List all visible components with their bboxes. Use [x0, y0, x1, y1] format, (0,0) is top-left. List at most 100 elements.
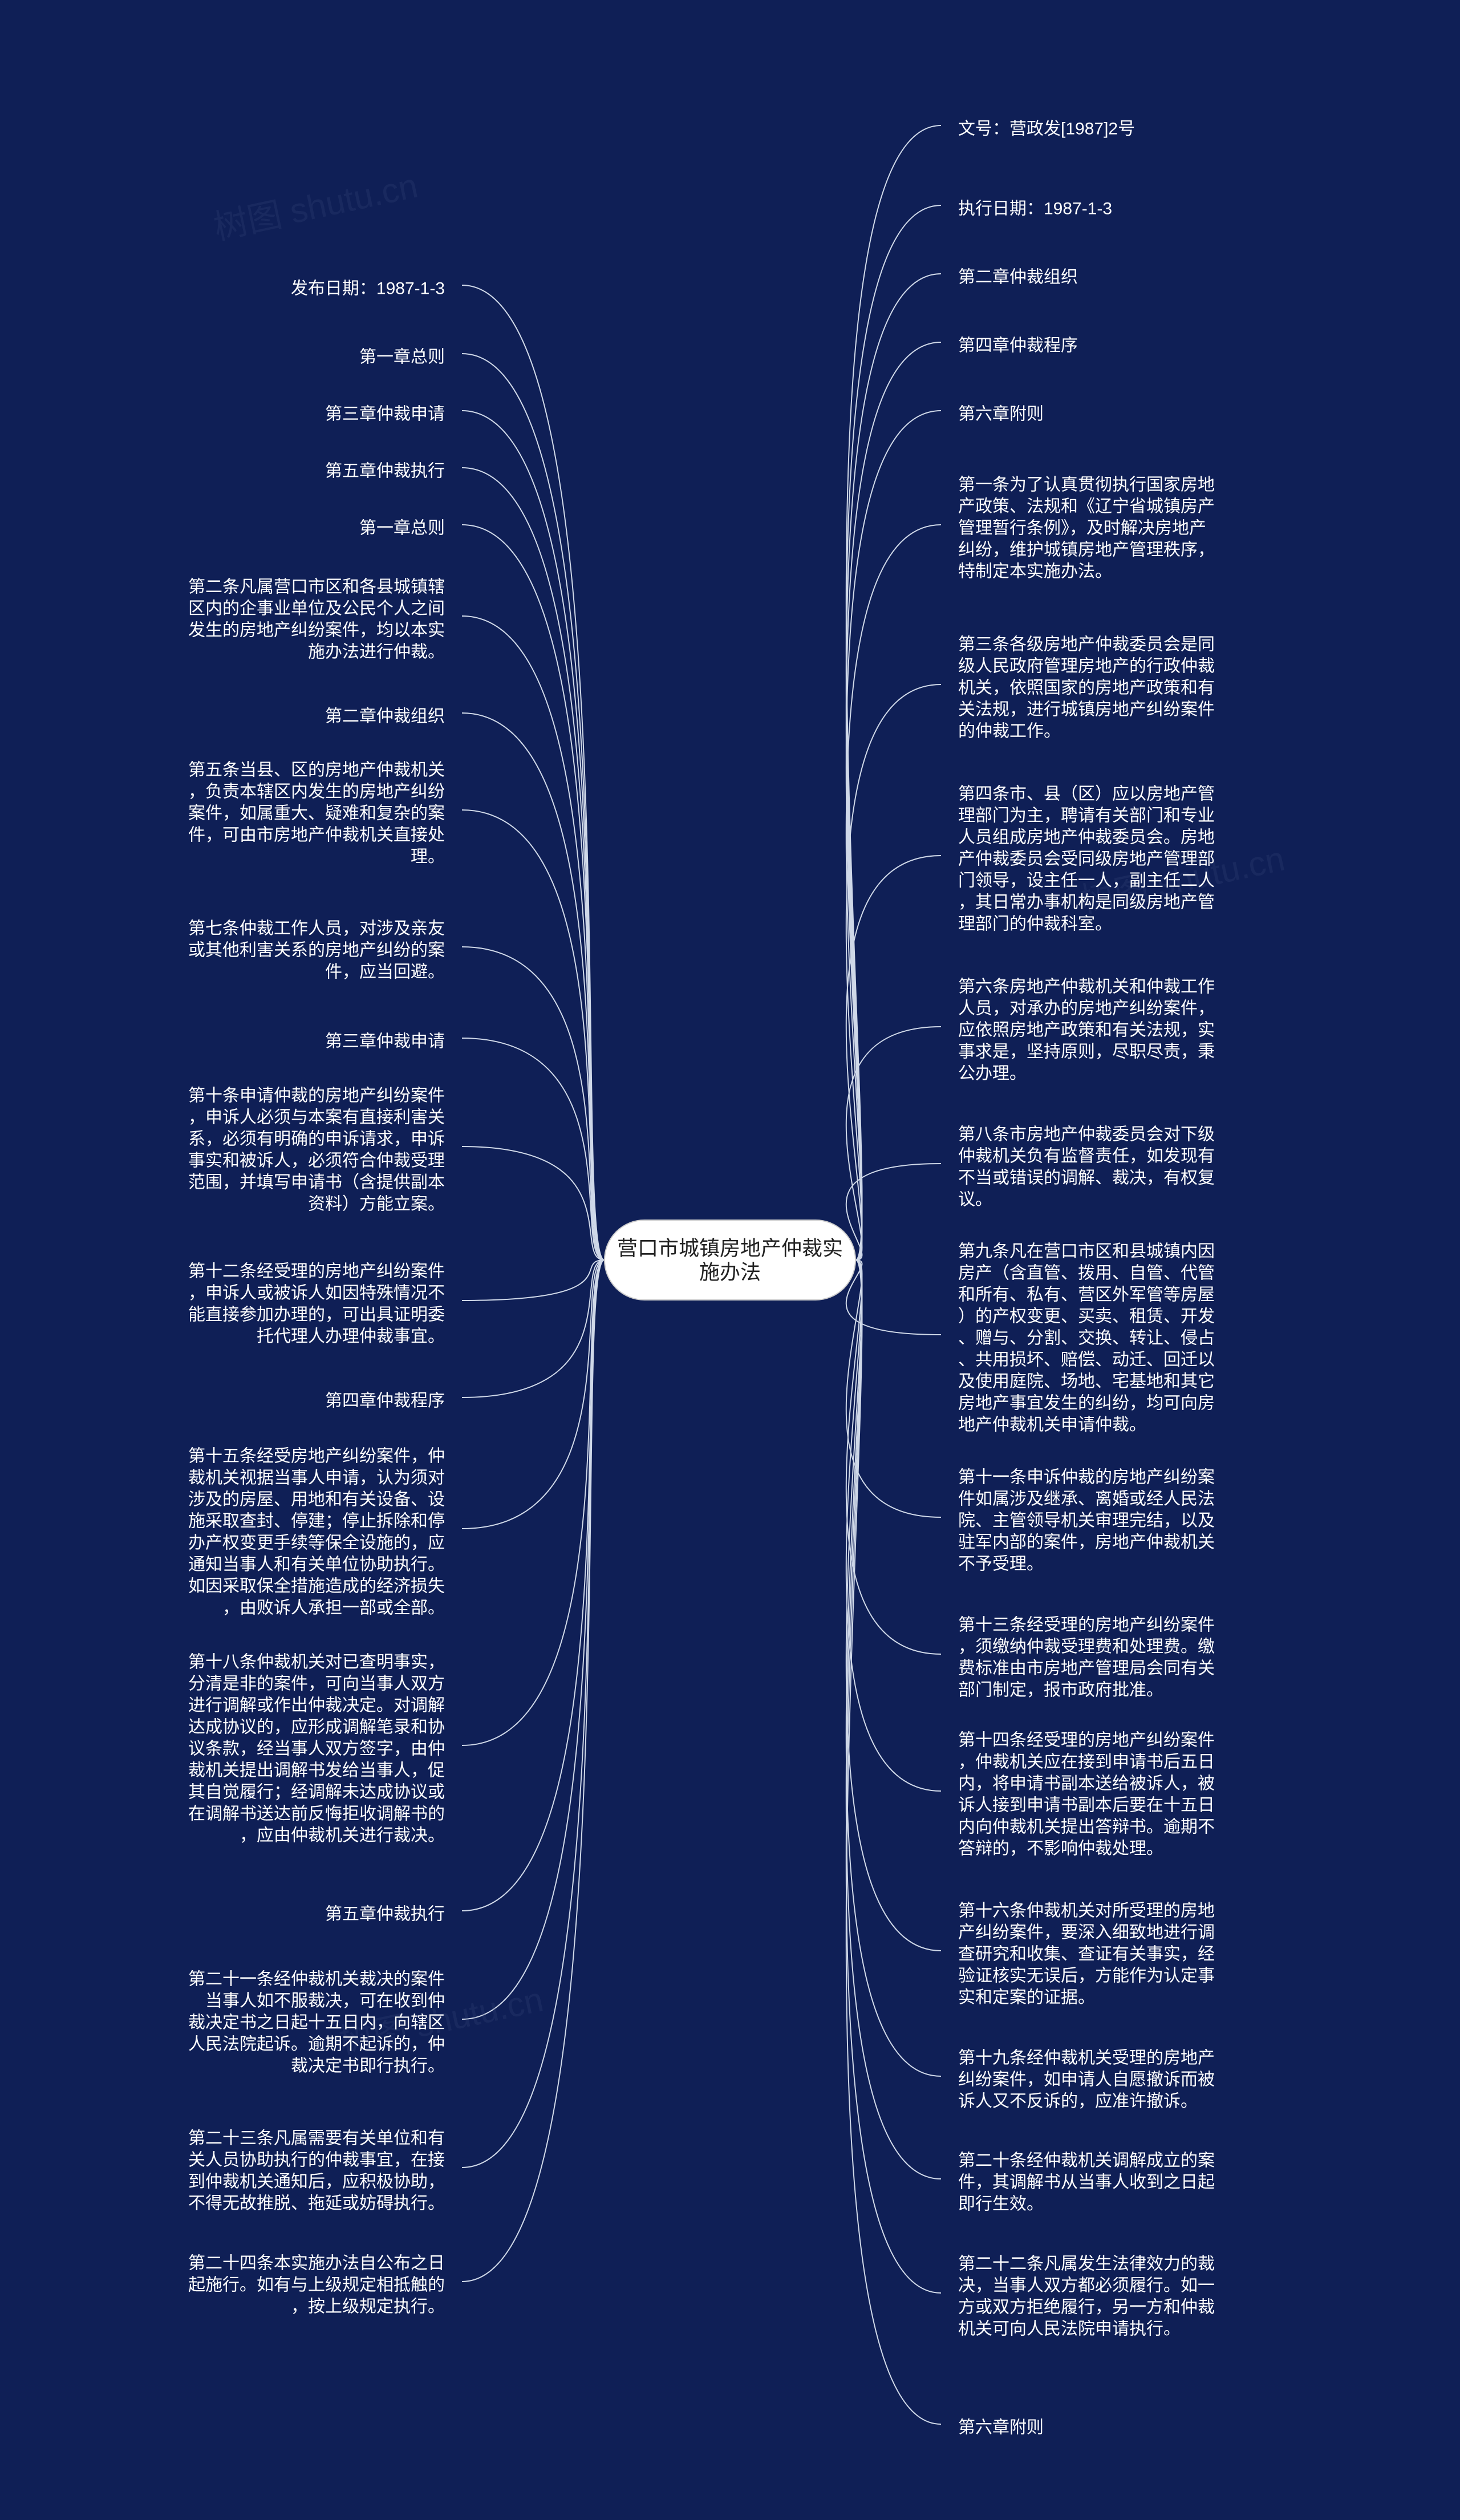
branch-text-line: 件，可由市房地产仲裁机关直接处 [188, 826, 445, 845]
edge [462, 525, 605, 1260]
branch-text-line: 内向仲裁机关提出答辩书。逾期不 [958, 1818, 1215, 1837]
branch-node[interactable]: 第二十三条凡属需要有关单位和有关人员协助执行的仲裁事宜，在接到仲裁机关通知后，应… [188, 2129, 445, 2213]
branch-text-line: 机关可向人民法院申请执行。 [958, 2320, 1181, 2339]
branch-node[interactable]: 第三章仲裁申请 [325, 405, 445, 424]
branch-node[interactable]: 第十三条经受理的房地产纠纷案件，须缴纳仲裁受理费和处理费。缴费标准由市房地产管理… [958, 1616, 1215, 1700]
mindmap-canvas: 树图 shutu.cn树图 shutu.cn树图 shutu.cn 营口市城镇房… [0, 0, 1460, 2520]
branch-node[interactable]: 第十条申请仲裁的房地产纠纷案件，申诉人必须与本案有直接利害关系，必须有明确的申诉… [188, 1087, 445, 1214]
branch-node[interactable]: 第九条凡在营口市区和县城镇内因房产（含直管、拨用、自管、代管和所有、私有、营区外… [958, 1242, 1215, 1435]
branch-text-line: 地产仲裁机关申请仲裁。 [958, 1416, 1146, 1435]
branch-node[interactable]: 第二十一条经仲裁机关裁决的案件当事人如不服裁决，可在收到仲裁决定书之日起十五日内… [188, 1970, 445, 2076]
branch-text-line: 第二十三条凡属需要有关单位和有 [188, 2129, 445, 2148]
branch-node[interactable]: 第十一条申诉仲裁的房地产纠纷案件如属涉及继承、离婚或经人民法院、主管领导机关审理… [958, 1468, 1215, 1574]
edge [462, 713, 605, 1260]
branch-text-line: 施办法进行仲裁。 [308, 643, 445, 662]
branch-node[interactable]: 执行日期：1987-1-3 [958, 200, 1112, 218]
branch-text-line: 裁机关提出调解书发给当事人，促 [188, 1761, 445, 1780]
branch-node[interactable]: 第二十四条本实施办法自公布之日起施行。如有与上级规定相抵触的，按上级规定执行。 [188, 2254, 445, 2316]
branch-text-line: 人员，对承办的房地产纠纷案件， [958, 999, 1215, 1018]
center-title-line1: 营口市城镇房地产仲裁实 [617, 1237, 843, 1260]
branch-text-line: 方或双方拒绝履行，另一方和仲裁 [958, 2298, 1215, 2317]
branch-text-line: 第十一条申诉仲裁的房地产纠纷案 [958, 1468, 1215, 1487]
center-node[interactable]: 营口市城镇房地产仲裁实施办法 [605, 1220, 855, 1300]
branch-node[interactable]: 第二条凡属营口市区和各县城镇辖区内的企事业单位及公民个人之间发生的房地产纠纷案件… [188, 578, 445, 662]
edge [462, 1146, 605, 1260]
branch-node[interactable]: 第三条各级房地产仲裁委员会是同级人民政府管理房地产的行政仲裁机关，依照国家的房地… [958, 635, 1215, 741]
branch-text-line: 产仲裁委员会受同级房地产管理部 [958, 850, 1215, 869]
branch-node[interactable]: 第五章仲裁执行 [325, 1905, 445, 1924]
branch-text-line: 裁决定书即行执行。 [291, 2057, 445, 2076]
branch-node[interactable]: 第四章仲裁程序 [958, 337, 1078, 355]
branch-text-line: ，由败诉人承担一部或全部。 [222, 1599, 445, 1618]
branch-text-line: 第三条各级房地产仲裁委员会是同 [958, 635, 1215, 654]
branch-text-line: 发生的房地产纠纷案件，均以本实 [188, 621, 445, 640]
branch-node[interactable]: 第六章附则 [958, 2418, 1044, 2437]
branch-node[interactable]: 第六章附则 [958, 405, 1044, 424]
branch-text-line: 第二十四条本实施办法自公布之日 [188, 2254, 445, 2273]
branch-node[interactable]: 第六条房地产仲裁机关和仲裁工作人员，对承办的房地产纠纷案件，应依照房地产政策和有… [958, 978, 1215, 1083]
branch-text-line: 、共用损坏、赔偿、动迁、回迁以 [958, 1351, 1215, 1370]
branch-node[interactable]: 第四章仲裁程序 [325, 1392, 445, 1411]
branch-text-line: 理部门为主，聘请有关部门和专业 [958, 807, 1215, 825]
branch-text-line: 第十八条仲裁机关对已查明事实， [188, 1653, 445, 1672]
branch-node[interactable]: 第三章仲裁申请 [325, 1032, 445, 1051]
branch-text-line: 人民法院起诉。逾期不起诉的，仲 [188, 2035, 445, 2054]
branch-text-line: 、赠与、分割、交换、转让、侵占 [958, 1329, 1215, 1348]
branch-node[interactable]: 第二章仲裁组织 [325, 707, 445, 726]
branch-node[interactable]: 第二十条经仲裁机关调解成立的案件，其调解书从当事人收到之日起即行生效。 [958, 2152, 1215, 2214]
branch-text-line: 第二十二条凡属发生法律效力的裁 [958, 2255, 1215, 2274]
branch-text-line: ，其日常办事机构是同级房地产管 [958, 893, 1215, 912]
branch-text-line: 裁机关视据当事人申请，认为须对 [188, 1469, 445, 1488]
edge [462, 1260, 605, 2019]
branch-node[interactable]: 第十八条仲裁机关对已查明事实，分清是非的案件，可向当事人双方进行调解或作出仲裁决… [188, 1653, 445, 1845]
branch-text-line: 驻军内部的案件，房地产仲裁机关 [958, 1533, 1215, 1552]
branch-text-line: 系，必须有明确的申诉请求，申诉 [188, 1130, 445, 1149]
branch-node[interactable]: 第十五条经受房地产纠纷案件，仲裁机关视据当事人申请，认为须对涉及的房屋、用地和有… [188, 1447, 445, 1618]
branch-text-line: 第五章仲裁执行 [325, 1905, 445, 1924]
branch-text-line: 第十九条经仲裁机关受理的房地产 [958, 2049, 1215, 2068]
branch-text-line: 第一章总则 [359, 519, 445, 538]
branch-text-line: 办产权变更手续等保全设施的，应 [188, 1534, 445, 1553]
branch-text-line: 事实和被诉人，必须符合仲裁受理 [188, 1152, 445, 1170]
branch-node[interactable]: 第十九条经仲裁机关受理的房地产纠纷案件，如申请人自愿撤诉而被诉人又不反诉的，应准… [958, 2049, 1215, 2111]
branch-node[interactable]: 第七条仲裁工作人员，对涉及亲友或其他利害关系的房地产纠纷的案件，应当回避。 [188, 919, 445, 982]
branch-text-line: 到仲裁机关通知后，应积极协助， [188, 2173, 445, 2191]
branch-text-line: 第二十一条经仲裁机关裁决的案件 [188, 1970, 445, 1989]
branch-node[interactable]: 第二十二条凡属发生法律效力的裁决，当事人双方都必须履行。如一方或双方拒绝履行，另… [958, 2255, 1215, 2339]
branch-node[interactable]: 第五条当县、区的房地产仲裁机关，负责本辖区内发生的房地产纠纷案件，如属重大、疑难… [188, 761, 445, 866]
branch-text-line: 第七条仲裁工作人员，对涉及亲友 [188, 919, 445, 938]
branch-node[interactable]: 第十二条经受理的房地产纠纷案件，申诉人或被诉人如因特殊情况不能直接参加办理的，可… [188, 1262, 445, 1346]
branch-text-line: 第二章仲裁组织 [958, 268, 1078, 287]
branch-text-line: 能直接参加办理的，可出具证明委 [188, 1306, 445, 1324]
branch-text-line: 第六章附则 [958, 405, 1044, 424]
branch-text-line: 第三章仲裁申请 [325, 405, 445, 424]
branch-node[interactable]: 第五章仲裁执行 [325, 462, 445, 481]
branch-node[interactable]: 第十四条经受理的房地产纠纷案件，仲裁机关应在接到申请书后五日内，将申请书副本送给… [958, 1731, 1215, 1858]
branch-text-line: 事求是，坚持原则，尽职尽责，秉 [958, 1043, 1215, 1062]
branch-text-line: 第九条凡在营口市区和县城镇内因 [958, 1242, 1215, 1261]
branch-text-line: 人员组成房地产仲裁委员会。房地 [958, 828, 1215, 847]
branch-text-line: 管理暂行条例》，及时解决房地产 [958, 519, 1206, 538]
branch-node[interactable]: 第一条为了认真贯彻执行国家房地产政策、法规和《辽宁省城镇房产管理暂行条例》，及时… [958, 476, 1215, 581]
branch-node[interactable]: 第二章仲裁组织 [958, 268, 1078, 287]
branch-text-line: 当事人如不服裁决，可在收到仲 [205, 1992, 445, 2011]
branch-text-line: 应依照房地产政策和有关法规，实 [958, 1021, 1215, 1040]
branch-node[interactable]: 第十六条仲裁机关对所受理的房地产纠纷案件，要深入细致地进行调查研究和收集、查证有… [958, 1902, 1215, 2007]
branch-text-line: 诉人接到申请书副本后要在十五日 [958, 1796, 1215, 1815]
branch-text-line: 发布日期：1987-1-3 [291, 279, 445, 298]
edge [846, 125, 941, 1260]
branch-text-line: 第十四条经受理的房地产纠纷案件 [958, 1731, 1215, 1750]
branch-node[interactable]: 第八条市房地产仲裁委员会对下级仲裁机关负有监督责任，如发现有不当或错误的调解、裁… [958, 1125, 1215, 1209]
branch-text-line: 议。 [958, 1190, 992, 1209]
branch-text-line: ，申诉人必须与本案有直接利害关 [188, 1108, 445, 1127]
edge [462, 1260, 605, 2282]
branch-node[interactable]: 文号：营政发[1987]2号 [958, 120, 1135, 139]
branch-node[interactable]: 发布日期：1987-1-3 [291, 279, 445, 298]
branch-text-line: 第二十条经仲裁机关调解成立的案 [958, 2152, 1215, 2170]
branch-node[interactable]: 第一章总则 [359, 519, 445, 538]
branch-text-line: 第三章仲裁申请 [325, 1032, 445, 1051]
branch-text-line: 内，将申请书副本送给被诉人，被 [958, 1774, 1215, 1793]
branch-node[interactable]: 第四条市、县（区）应以房地产管理部门为主，聘请有关部门和专业人员组成房地产仲裁委… [958, 785, 1215, 934]
branch-node[interactable]: 第一章总则 [359, 348, 445, 367]
branch-text-line: 第二条凡属营口市区和各县城镇辖 [188, 578, 445, 597]
